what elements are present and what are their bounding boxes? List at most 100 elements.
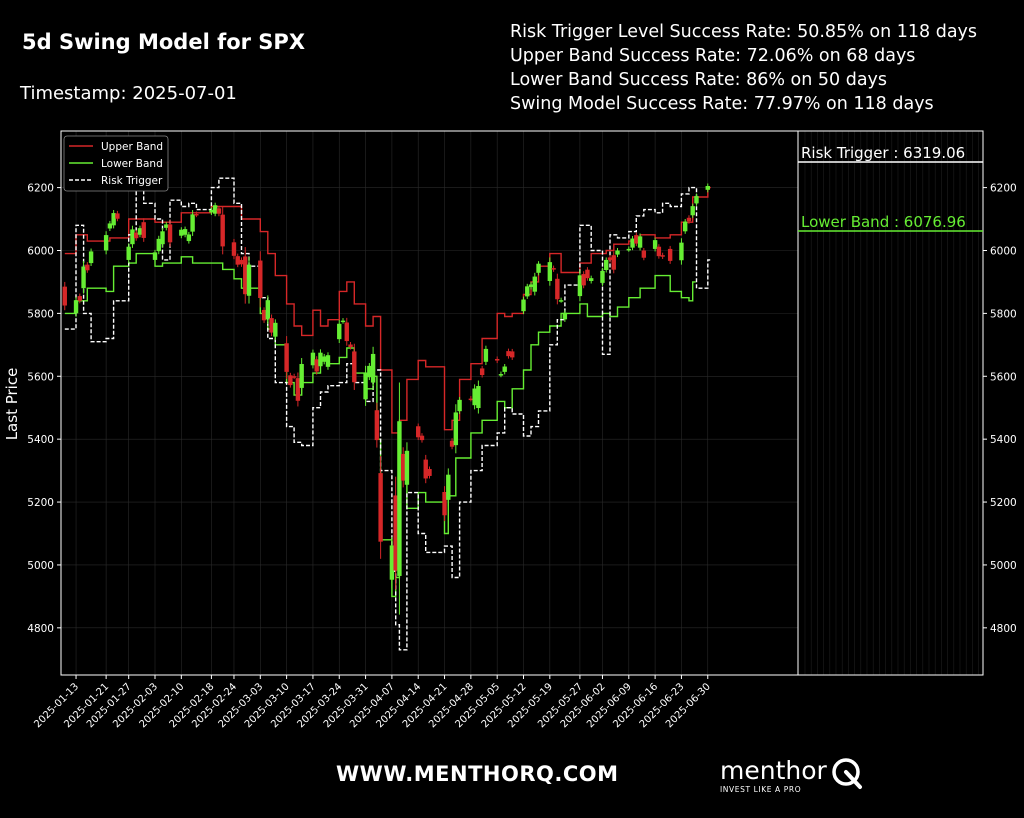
candle-body <box>137 228 143 235</box>
candle-body <box>81 266 86 289</box>
y-tick-label-right: 6200 <box>990 183 1017 195</box>
candle-body <box>468 398 474 401</box>
candle-body <box>325 355 331 367</box>
candle-body <box>261 309 267 321</box>
y-ticks-left: 4800 5000 5200 5400 5600 5800 6000 6200 <box>27 183 61 635</box>
candle-body <box>588 278 594 281</box>
website-url: WWW.MENTHORQ.COM <box>336 762 619 786</box>
candle-body <box>686 217 692 222</box>
y-tick-label: 6200 <box>27 183 54 195</box>
candle-body <box>536 263 541 273</box>
stat-upper-band: Upper Band Success Rate: 72.06% on 68 da… <box>510 46 916 66</box>
candle-body <box>344 322 349 342</box>
candle-body <box>615 250 620 255</box>
candle-body <box>152 252 158 260</box>
candle-body <box>558 300 564 302</box>
candle-body <box>216 208 222 214</box>
candle-body <box>562 312 568 320</box>
candle-body <box>246 264 252 296</box>
candle-body <box>363 372 368 400</box>
candle-body <box>525 286 530 297</box>
candle-body <box>77 296 83 301</box>
candle-body <box>607 257 613 260</box>
candle-body <box>126 246 131 260</box>
candle-body <box>220 214 225 247</box>
candle-body <box>532 276 537 292</box>
candle-body <box>337 323 342 340</box>
y-tick-label: 4800 <box>27 623 54 635</box>
candle-body <box>630 238 635 248</box>
candle-body <box>231 242 237 256</box>
candle-body <box>367 365 372 378</box>
candle-body <box>186 234 192 242</box>
y-ticks-right: 4800 5000 5200 5400 5600 5800 6000 6200 <box>983 183 1017 635</box>
candle-body <box>322 356 327 362</box>
candle-body <box>637 236 643 248</box>
candle-body <box>85 264 90 271</box>
y-tick-label-right: 5200 <box>990 497 1017 509</box>
candle-body <box>134 232 139 239</box>
candle-body <box>404 450 410 485</box>
candle-body <box>310 352 316 366</box>
legend-label-risk-trigger: Risk Trigger <box>101 175 163 187</box>
candle-body <box>423 459 428 479</box>
legend-label-upper-band: Upper Band <box>101 141 163 153</box>
candle-body <box>374 410 380 441</box>
candle-body <box>370 353 376 383</box>
x-ticks: 2025-01-132025-01-212025-01-272025-02-03… <box>32 675 713 730</box>
candle-body <box>295 378 301 401</box>
candle-body <box>498 374 504 376</box>
legend-box <box>63 135 169 192</box>
candles <box>62 183 710 615</box>
brand-tagline: INVEST LIKE A PRO <box>720 785 802 794</box>
candle-body <box>472 388 477 406</box>
y-tick-label-right: 5800 <box>990 308 1017 320</box>
candle-body <box>652 240 658 249</box>
brand-logo: menthor INVEST LIKE A PRO <box>720 756 827 795</box>
candle-body <box>449 440 455 447</box>
y-tick-label: 5400 <box>27 434 54 446</box>
candle-body <box>73 300 79 314</box>
legend-label-lower-band: Lower Band <box>101 158 163 170</box>
band-lines <box>64 177 711 651</box>
candle-body <box>141 222 146 238</box>
candle-body <box>577 275 583 297</box>
brand-name: menthor <box>720 756 827 785</box>
y-tick-label-right: 5600 <box>990 371 1017 383</box>
candle-body <box>494 358 500 361</box>
candle-body <box>400 453 406 481</box>
candle-body <box>682 221 688 232</box>
candle-body <box>340 320 346 323</box>
y-axis-label: Last Price <box>3 368 21 441</box>
panel-level-label: Lower Band : 6076.96 <box>801 213 966 231</box>
candle-body <box>547 262 553 281</box>
candle-body <box>528 284 534 287</box>
candle-body <box>107 223 113 229</box>
y-tick-label-right: 5400 <box>990 434 1017 446</box>
candle-body <box>115 213 120 219</box>
y-tick-label: 5600 <box>27 371 54 383</box>
candle-body <box>555 278 560 300</box>
candle-body <box>442 491 447 516</box>
candle-body <box>160 231 165 245</box>
candle-body <box>239 259 244 265</box>
candle-body <box>581 274 586 286</box>
candle-body <box>352 351 357 383</box>
candle-body <box>235 256 240 265</box>
candle-body <box>393 495 398 571</box>
candle-body <box>209 209 214 213</box>
candle-body <box>273 322 278 337</box>
candle-body <box>705 186 710 190</box>
candle-body <box>194 214 199 216</box>
candle-body <box>506 351 511 357</box>
y-tick-label-right: 4800 <box>990 623 1017 635</box>
candle-body <box>179 229 184 236</box>
y-tick-label-right: 5000 <box>990 560 1017 572</box>
candle-body <box>190 214 195 232</box>
y-tick-label: 5200 <box>27 497 54 509</box>
candle-body <box>269 318 274 333</box>
candle-body <box>502 366 507 372</box>
candle-body <box>111 213 116 226</box>
q-magnifier-logo-icon <box>832 758 862 789</box>
